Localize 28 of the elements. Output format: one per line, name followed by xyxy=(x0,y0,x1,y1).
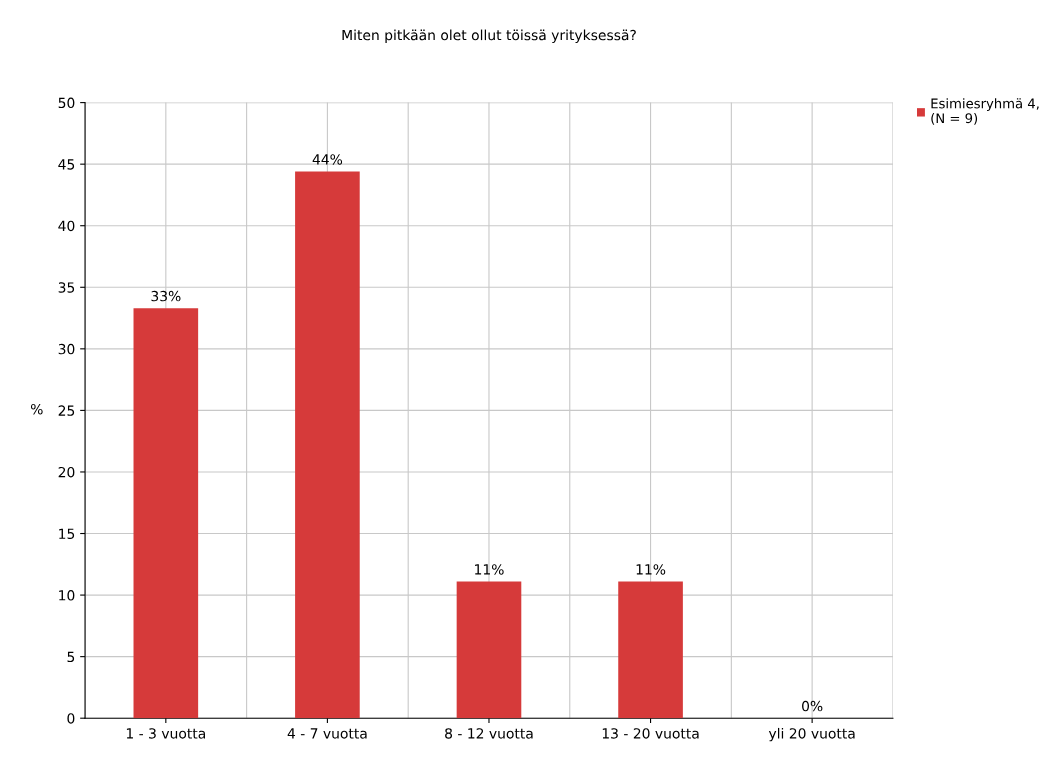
y-tick-label: 10 xyxy=(59,590,75,601)
data-label: 11% xyxy=(636,564,666,575)
bar xyxy=(133,308,199,719)
y-tick-label: 45 xyxy=(58,159,75,170)
x-tick-label: 4 - 7 vuotta xyxy=(287,728,367,739)
data-label: 0% xyxy=(802,700,823,712)
y-tick-label: 5 xyxy=(67,651,75,663)
y-axis-title: % xyxy=(30,403,43,415)
x-tick-label: yli 20 vuotta xyxy=(768,727,855,742)
x-tick-label: 1 - 3 vuotta xyxy=(126,728,205,739)
y-tick-label: 30 xyxy=(58,343,75,355)
legend-label: Esimiesryhmä 4, (N = 9) xyxy=(931,98,1039,125)
data-label: 11% xyxy=(475,564,504,575)
y-tick-label: 35 xyxy=(58,282,75,293)
bar xyxy=(456,581,522,719)
y-tick-label: 15 xyxy=(59,528,75,539)
data-label: 33% xyxy=(151,290,181,302)
bar xyxy=(295,171,360,719)
x-tick-label: 8 - 12 vuotta xyxy=(445,728,533,739)
y-tick-label: 0 xyxy=(67,713,75,724)
chart-title: Miten pitkään olet ollut töissä yrityksessä? xyxy=(342,29,636,43)
y-tick-label: 20 xyxy=(58,466,75,478)
bar xyxy=(618,581,683,719)
data-label: 44% xyxy=(312,154,343,165)
y-tick-label: 40 xyxy=(58,220,75,232)
x-tick-label: 13 - 20 vuotta xyxy=(602,728,699,739)
y-tick-label: 25 xyxy=(58,405,75,416)
y-tick-label: 50 xyxy=(58,97,75,109)
